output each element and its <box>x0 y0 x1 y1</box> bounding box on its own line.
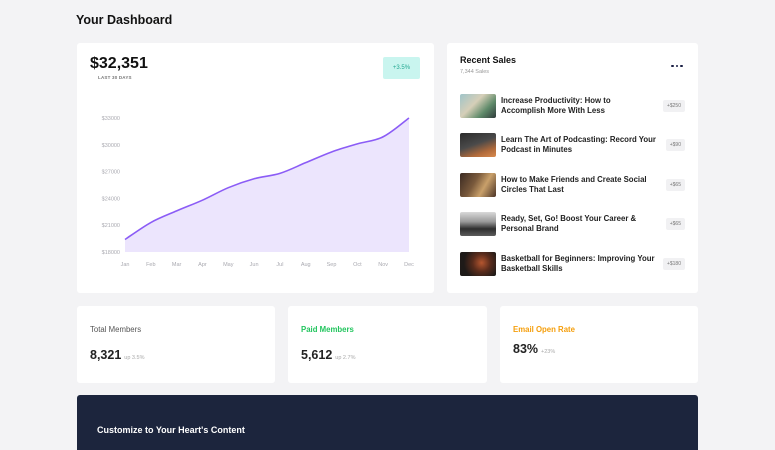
revenue-change-badge: +3.5% <box>383 57 420 79</box>
y-tick-label: $24000 <box>102 196 120 202</box>
sale-title: Learn The Art of Podcasting: Record Your… <box>501 134 656 155</box>
sale-amount: +$250 <box>662 100 685 112</box>
revenue-card: $32,351 LAST 30 DAYS +3.5% $33000 $30000 $… <box>77 43 434 293</box>
sale-amount: +$90 <box>665 139 685 151</box>
x-tick-label: Jan <box>121 262 130 268</box>
x-tick-label: Jul <box>276 262 283 268</box>
stat-value: 5,612 up 2.7% <box>301 348 355 362</box>
chart-area-fill <box>125 118 409 252</box>
y-tick-label: $21000 <box>102 223 120 229</box>
stat-card-paid-members: Paid Members 5,612 up 2.7% <box>288 306 487 383</box>
stat-value: 83% +23% <box>513 342 555 356</box>
sale-title: Basketball for Beginners: Improving Your… <box>501 253 655 274</box>
x-tick-label: Jun <box>250 262 259 268</box>
stat-label: Paid Members <box>301 325 354 334</box>
stat-label: Email Open Rate <box>513 325 575 334</box>
y-tick-label: $30000 <box>102 143 120 149</box>
recent-sales-count: 7,344 Sales <box>460 69 490 75</box>
sale-amount: +$65 <box>665 179 685 191</box>
chart-line <box>124 117 410 241</box>
sale-title: Ready, Set, Go! Boost Your Career & Pers… <box>501 213 637 234</box>
sale-thumbnail-image <box>460 212 496 236</box>
sale-amount: +$180 <box>662 258 685 270</box>
x-tick-label: Sep <box>327 262 337 268</box>
page-title: Your Dashboard <box>76 13 173 27</box>
recent-sales-card: Recent Sales 7,344 Sales Increase Produc… <box>447 43 698 293</box>
sale-item[interactable]: How to Make Friends and Create Social Ci… <box>460 172 685 198</box>
stat-value: 8,321 up 3.5% <box>90 348 144 362</box>
sale-title: How to Make Friends and Create Social Ci… <box>501 174 647 195</box>
sale-item[interactable]: Basketball for Beginners: Improving Your… <box>460 251 685 277</box>
sale-amount: +$65 <box>665 218 685 230</box>
stat-delta: +23% <box>541 349 556 355</box>
stat-delta: up 2.7% <box>335 355 356 361</box>
sale-item[interactable]: Increase Productivity: How to Accomplish… <box>460 93 685 119</box>
revenue-amount: $32,351 <box>90 55 148 72</box>
sale-thumbnail-image <box>460 94 496 118</box>
stat-card-total-members: Total Members 8,321 up 3.5% <box>77 306 275 383</box>
sale-item[interactable]: Learn The Art of Podcasting: Record Your… <box>460 132 685 158</box>
x-tick-label: Feb <box>146 262 155 268</box>
sale-item[interactable]: Ready, Set, Go! Boost Your Career & Pers… <box>460 211 685 237</box>
x-tick-label: Dec <box>404 262 414 268</box>
x-tick-label: Apr <box>198 262 207 268</box>
banner-title: Customize to Your Heart's Content <box>97 425 245 435</box>
customize-banner: Customize to Your Heart's Content <box>77 395 698 450</box>
sale-thumbnail-image <box>460 133 496 157</box>
stat-number: 5,612 <box>301 348 333 362</box>
y-tick-label: $18000 <box>102 250 120 256</box>
x-tick-label: Oct <box>353 262 362 268</box>
stat-card-email-open-rate: Email Open Rate 83% +23% <box>500 306 698 383</box>
y-tick-label: $33000 <box>102 116 120 122</box>
stat-delta: up 3.5% <box>124 355 145 361</box>
more-options-icon[interactable] <box>671 63 683 69</box>
sale-thumbnail-image <box>460 173 496 197</box>
stat-number: 8,321 <box>90 348 122 362</box>
recent-sales-title: Recent Sales <box>460 55 517 65</box>
stat-number: 83% <box>513 342 539 356</box>
sale-title: Increase Productivity: How to Accomplish… <box>501 95 611 116</box>
x-tick-label: Nov <box>378 262 388 268</box>
x-tick-label: Mar <box>172 262 182 268</box>
x-tick-label: Aug <box>301 262 311 268</box>
stat-label: Total Members <box>90 325 142 334</box>
sale-thumbnail-image <box>460 252 496 276</box>
x-tick-label: May <box>223 262 234 268</box>
y-tick-label: $27000 <box>102 170 120 176</box>
revenue-period: LAST 30 DAYS <box>98 75 132 80</box>
